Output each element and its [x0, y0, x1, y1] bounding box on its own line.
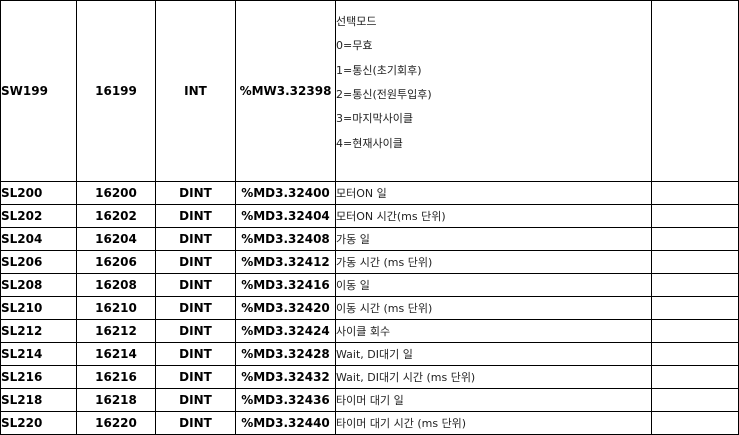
register-name: SL214 [0, 342, 77, 366]
mode-option: 2=통신(전원투입후) [336, 88, 432, 101]
empty-cell [651, 411, 739, 435]
data-type: DINT [155, 181, 236, 205]
memory-address: %MD3.32404 [235, 204, 336, 228]
empty-cell [651, 204, 739, 228]
data-type: DINT [155, 411, 236, 435]
register-number: 16202 [76, 204, 156, 228]
empty-cell [651, 0, 739, 182]
register-description: 사이클 회수 [335, 319, 652, 343]
register-name: SL212 [0, 319, 77, 343]
mode-option: 1=통신(초기회후) [336, 63, 422, 77]
register-name: SL200 [0, 181, 77, 205]
data-type: DINT [155, 204, 236, 228]
empty-cell [651, 342, 739, 366]
register-description: 이동 시간 (ms 단위) [335, 296, 652, 320]
memory-address: %MD3.32436 [235, 388, 336, 412]
empty-cell [651, 296, 739, 320]
table-row: SL208 16208 DINT %MD3.32416 이동 일 [0, 273, 739, 297]
memory-address: %MD3.32400 [235, 181, 336, 205]
table-row: SL206 16206 DINT %MD3.32412 가동 시간 (ms 단위… [0, 250, 739, 274]
register-description: 이동 일 [335, 273, 652, 297]
table-row: SL200 16200 DINT %MD3.32400 모터ON 일 [0, 181, 739, 205]
register-name: SL210 [0, 296, 77, 320]
register-number: 16216 [76, 365, 156, 389]
register-number: 16208 [76, 273, 156, 297]
mode-option: 3=마지막사이클 [336, 112, 413, 126]
register-name: SL220 [0, 411, 77, 435]
register-number: 16206 [76, 250, 156, 274]
memory-address: %MD3.32424 [235, 319, 336, 343]
table-row: SL212 16212 DINT %MD3.32424 사이클 회수 [0, 319, 739, 343]
register-name: SL218 [0, 388, 77, 412]
data-type: DINT [155, 273, 236, 297]
data-type: DINT [155, 296, 236, 320]
register-name: SL208 [0, 273, 77, 297]
data-type: DINT [155, 388, 236, 412]
memory-address: %MW3.32398 [235, 0, 336, 182]
register-description: 가동 일 [335, 227, 652, 251]
register-name: SL216 [0, 365, 77, 389]
empty-cell [651, 319, 739, 343]
memory-address: %MD3.32440 [235, 411, 336, 435]
memory-address: %MD3.32412 [235, 250, 336, 274]
register-description: Wait, DI대기 일 [335, 342, 652, 366]
register-description: 선택모드 0=무효 1=통신(초기회후) 2=통신(전원투입후) 3=마지막사이… [335, 0, 652, 182]
mode-list: 선택모드 0=무효 1=통신(초기회후) 2=통신(전원투입후) 3=마지막사이… [336, 14, 651, 161]
empty-cell [651, 388, 739, 412]
mode-option: 0=무효 [336, 39, 373, 53]
register-number: 16204 [76, 227, 156, 251]
register-number: 16212 [76, 319, 156, 343]
register-description: 타이머 대기 시간 (ms 단위) [335, 411, 652, 435]
table-row: SL204 16204 DINT %MD3.32408 가동 일 [0, 227, 739, 251]
table-row: SL214 16214 DINT %MD3.32428 Wait, DI대기 일 [0, 342, 739, 366]
table-row: SL202 16202 DINT %MD3.32404 모터ON 시간(ms 단… [0, 204, 739, 228]
register-description: 타이머 대기 일 [335, 388, 652, 412]
memory-address: %MD3.32420 [235, 296, 336, 320]
memory-address: %MD3.32428 [235, 342, 336, 366]
register-number: 16200 [76, 181, 156, 205]
data-type: INT [155, 0, 236, 182]
table-row: SL216 16216 DINT %MD3.32432 Wait, DI대기 시… [0, 365, 739, 389]
register-number: 16210 [76, 296, 156, 320]
register-number: 16220 [76, 411, 156, 435]
register-number: 16218 [76, 388, 156, 412]
register-name: SL204 [0, 227, 77, 251]
empty-cell [651, 227, 739, 251]
register-description: 가동 시간 (ms 단위) [335, 250, 652, 274]
register-number: 16214 [76, 342, 156, 366]
memory-address: %MD3.32416 [235, 273, 336, 297]
table-row: SL218 16218 DINT %MD3.32436 타이머 대기 일 [0, 388, 739, 412]
mode-list-title: 선택모드 [336, 14, 377, 28]
data-type: DINT [155, 365, 236, 389]
empty-cell [651, 181, 739, 205]
register-name: SL202 [0, 204, 77, 228]
data-type: DINT [155, 342, 236, 366]
data-type: DINT [155, 250, 236, 274]
table-row: SL220 16220 DINT %MD3.32440 타이머 대기 시간 (m… [0, 411, 739, 435]
register-name: SW199 [0, 0, 77, 182]
register-name: SL206 [0, 250, 77, 274]
memory-address: %MD3.32408 [235, 227, 336, 251]
data-type: DINT [155, 227, 236, 251]
register-description: 모터ON 일 [335, 181, 652, 205]
table-row: SL210 16210 DINT %MD3.32420 이동 시간 (ms 단위… [0, 296, 739, 320]
empty-cell [651, 273, 739, 297]
register-description: Wait, DI대기 시간 (ms 단위) [335, 365, 652, 389]
empty-cell [651, 365, 739, 389]
memory-address: %MD3.32432 [235, 365, 336, 389]
register-number: 16199 [76, 0, 156, 182]
mode-option: 4=현재사이클 [336, 136, 403, 150]
data-type: DINT [155, 319, 236, 343]
empty-cell [651, 250, 739, 274]
register-description: 모터ON 시간(ms 단위) [335, 204, 652, 228]
table-row: SW199 16199 INT %MW3.32398 선택모드 0=무효 1=통… [0, 0, 739, 182]
